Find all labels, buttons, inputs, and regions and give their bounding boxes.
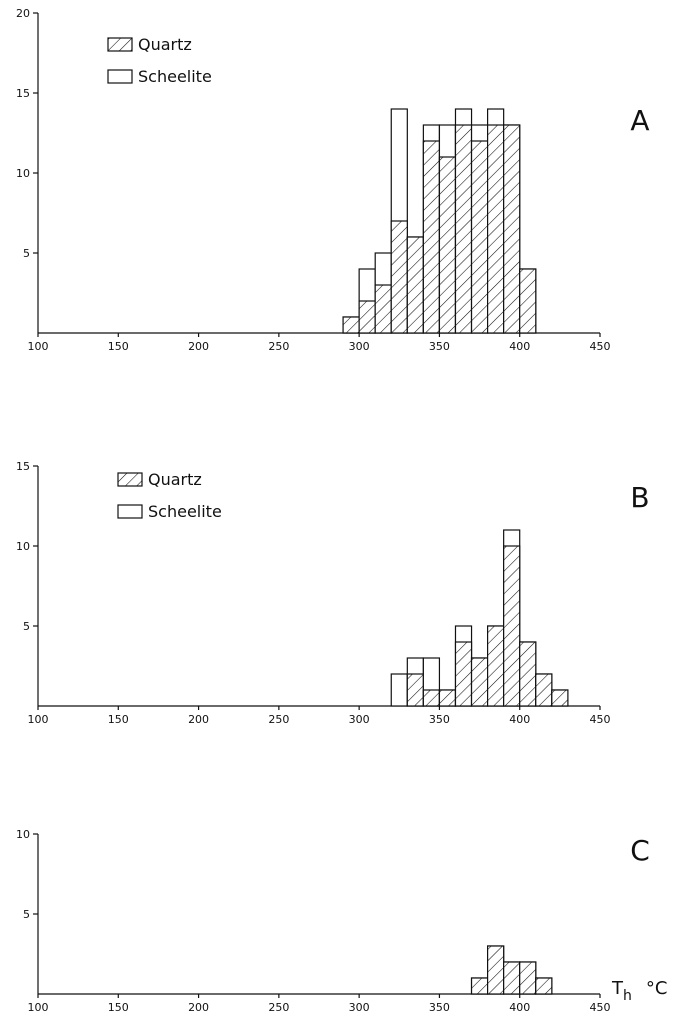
panel-label: C <box>630 834 650 867</box>
x-tick-label: 250 <box>268 713 289 726</box>
bar-quartz <box>519 268 537 334</box>
bar-quartz <box>487 124 505 334</box>
bar-quartz <box>519 961 537 995</box>
x-tick-label: 150 <box>108 1001 129 1014</box>
x-tick-label: 350 <box>429 1001 450 1014</box>
x-tick-label: 400 <box>509 1001 530 1014</box>
x-tick-label: 100 <box>28 713 49 726</box>
panel-a: 5 10 15 20 100 150 200 250 300 350 400 450 A Quartz Sc… <box>16 7 650 353</box>
x-tick-label: 200 <box>188 340 209 353</box>
x-tick-label: 250 <box>268 340 289 353</box>
bar-quartz <box>470 140 489 334</box>
x-tick-label: 400 <box>509 713 530 726</box>
panel-label: B <box>630 481 649 514</box>
x-tick-label: 150 <box>108 713 129 726</box>
bar-quartz <box>358 300 376 334</box>
legend-label-quartz: Quartz <box>148 470 202 489</box>
bar-quartz <box>503 545 521 707</box>
legend: Quartz Scheelite <box>117 470 222 521</box>
legend-label-quartz: Quartz <box>138 35 192 54</box>
legend-swatch-quartz <box>107 37 133 52</box>
bar-quartz <box>470 977 489 995</box>
x-tick-label: 450 <box>590 340 611 353</box>
y-tick-label: 20 <box>16 7 30 20</box>
x-tick-label: 450 <box>590 1001 611 1014</box>
bar-quartz <box>438 156 457 334</box>
y-tick-label: 5 <box>23 620 30 633</box>
panel-c: 5 10 100 150 200 250 300 350 400 450 C Th °C <box>16 828 667 1014</box>
x-tick-label: 450 <box>590 713 611 726</box>
y-tick-label: 15 <box>16 460 30 473</box>
x-tick-label: 300 <box>349 713 370 726</box>
x-tick-label: 150 <box>108 340 129 353</box>
panel-b: 5 10 15 100 150 200 250 300 350 400 450 B Quartz Sche… <box>16 460 650 726</box>
x-tick-label: 300 <box>349 1001 370 1014</box>
bar-quartz <box>487 945 505 995</box>
bar-quartz <box>503 961 521 995</box>
y-tick-label: 5 <box>23 247 30 260</box>
panel-label: A <box>630 104 649 137</box>
x-tick-label: 250 <box>268 1001 289 1014</box>
bar-quartz <box>422 689 441 707</box>
x-tick-label: 300 <box>349 340 370 353</box>
x-tick-label: 350 <box>429 340 450 353</box>
legend-swatch-scheelite <box>117 504 143 519</box>
legend-label-scheelite: Scheelite <box>138 67 212 86</box>
x-tick-label: 200 <box>188 1001 209 1014</box>
legend-swatch-scheelite <box>107 69 133 84</box>
bar-quartz <box>551 689 569 707</box>
y-tick-label: 15 <box>16 87 30 100</box>
bar-quartz <box>519 641 537 707</box>
legend-label-scheelite: Scheelite <box>148 502 222 521</box>
x-tick-label: 100 <box>28 340 49 353</box>
bar-quartz <box>535 977 553 995</box>
x-tick-label: 100 <box>28 1001 49 1014</box>
y-tick-label: 10 <box>16 540 30 553</box>
y-tick-label: 10 <box>16 828 30 841</box>
bar-quartz <box>503 124 521 334</box>
legend-swatch-quartz <box>117 472 143 487</box>
bar-quartz <box>422 140 441 334</box>
y-tick-label: 10 <box>16 167 30 180</box>
bar-quartz <box>390 220 408 334</box>
x-tick-label: 350 <box>429 713 450 726</box>
chart-root: 5 10 15 20 100 150 200 250 300 350 400 450 A Quartz Sc… <box>16 7 667 1014</box>
bar-quartz <box>438 689 457 707</box>
bar-quartz <box>406 236 424 334</box>
bar-quartz <box>535 673 553 707</box>
y-tick-label: 5 <box>23 908 30 921</box>
bar-quartz <box>374 284 392 334</box>
legend: Quartz Scheelite <box>107 35 212 86</box>
bar-quartz <box>454 641 473 707</box>
bar-quartz <box>487 625 505 707</box>
bar-quartz <box>454 124 473 334</box>
bar-quartz <box>342 316 360 334</box>
x-axis-label: Th °C <box>611 978 667 1004</box>
bar-quartz <box>470 657 489 707</box>
bar-quartz <box>406 673 424 707</box>
x-tick-label: 200 <box>188 713 209 726</box>
x-tick-label: 400 <box>509 340 530 353</box>
bar-total <box>390 673 408 707</box>
